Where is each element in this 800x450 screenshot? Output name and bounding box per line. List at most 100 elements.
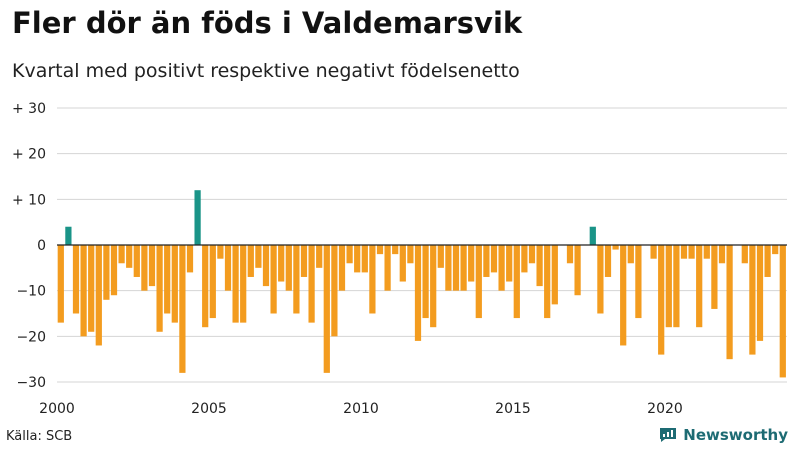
y-tick-label: + 20 xyxy=(12,147,46,163)
bar-negative xyxy=(741,245,748,264)
chart-title: Fler dör än föds i Valdemarsvik xyxy=(12,6,523,40)
bar-negative xyxy=(460,245,467,291)
bar-negative xyxy=(468,245,475,282)
bar-positive xyxy=(65,226,72,245)
bar-negative xyxy=(148,245,156,287)
bar-negative xyxy=(354,245,361,273)
bar-negative xyxy=(612,245,619,250)
bar-negative xyxy=(156,245,163,332)
bar-negative xyxy=(126,245,133,268)
bar-negative xyxy=(224,245,232,291)
y-tick-label: + 30 xyxy=(12,101,46,117)
bar-negative xyxy=(316,245,323,268)
bar-negative xyxy=(118,245,125,264)
bar-negative xyxy=(635,245,642,319)
brand-logo: Newsworthy xyxy=(659,426,788,444)
bar-negative xyxy=(711,245,718,309)
bar-negative xyxy=(779,245,786,378)
bar-negative xyxy=(658,245,665,355)
bar-negative xyxy=(726,245,733,360)
bar-positive xyxy=(194,190,201,245)
bar-negative xyxy=(506,245,513,282)
bar-negative xyxy=(376,245,384,255)
bar-negative xyxy=(392,245,399,255)
bar-negative xyxy=(430,245,437,328)
x-tick-label: 2010 xyxy=(343,401,379,417)
bar-negative xyxy=(574,245,581,296)
bar-negative xyxy=(703,245,710,259)
bar-negative xyxy=(171,245,178,323)
bar-negative xyxy=(445,245,452,291)
bar-negative xyxy=(209,245,216,319)
bar-negative xyxy=(232,245,239,323)
bar-negative xyxy=(756,245,764,341)
x-tick-label: 2015 xyxy=(495,401,531,417)
bar-negative xyxy=(650,245,657,259)
chart-subtitle: Kvartal med positivt respektive negativt… xyxy=(12,60,520,82)
bar-negative xyxy=(749,245,756,355)
bar-negative xyxy=(57,245,64,323)
bar-negative xyxy=(361,245,368,273)
bar-negative xyxy=(597,245,604,314)
bar-negative xyxy=(498,245,505,291)
bar-negative xyxy=(255,245,262,268)
bar-negative xyxy=(680,245,688,259)
bar-negative xyxy=(688,245,695,259)
source-note: Källa: SCB xyxy=(6,429,73,444)
bar-negative xyxy=(217,245,224,259)
newsworthy-logo-icon xyxy=(660,428,677,442)
bar-negative xyxy=(437,245,444,268)
bar-negative xyxy=(513,245,520,319)
bar-negative xyxy=(544,245,551,319)
bar-negative xyxy=(88,245,95,332)
bar-negative xyxy=(186,245,194,273)
bar-negative xyxy=(80,245,87,337)
bar-negative xyxy=(490,245,498,273)
bar-negative xyxy=(72,245,80,314)
bar-negative xyxy=(764,245,771,277)
bar-negative xyxy=(414,245,422,341)
x-tick-label: 2000 xyxy=(39,401,75,417)
y-tick-label: −10 xyxy=(16,284,46,300)
bar-negative xyxy=(521,245,528,273)
x-axis-ticks: 2000 2005 2010 2015 2020 xyxy=(39,401,683,417)
bar-negative xyxy=(300,245,308,277)
bar-negative xyxy=(422,245,429,319)
bar-negative xyxy=(673,245,680,328)
brand-name: Newsworthy xyxy=(683,426,788,444)
bar-negative xyxy=(407,245,414,264)
bar-negative xyxy=(384,245,391,291)
bar-negative xyxy=(566,245,574,264)
bar-negative xyxy=(528,245,536,264)
bar-negative xyxy=(399,245,406,282)
bar-negative xyxy=(110,245,118,296)
bar-negative xyxy=(346,245,353,264)
bar-positive xyxy=(589,226,596,245)
bar-negative xyxy=(202,245,209,328)
bar-negative xyxy=(369,245,376,314)
bar-negative xyxy=(551,245,558,305)
bar-negative xyxy=(323,245,330,373)
bar-negative xyxy=(696,245,703,328)
grid-lines xyxy=(57,107,787,383)
bar-negative xyxy=(620,245,627,346)
bar-negative xyxy=(536,245,543,287)
y-tick-label: −30 xyxy=(16,375,46,391)
bar-negative xyxy=(475,245,482,319)
bar-negative xyxy=(718,245,726,264)
bar-negative xyxy=(247,245,254,277)
y-axis-ticks: + 30 + 20 + 10 0 −10 −20 −30 xyxy=(12,101,46,391)
bar-negative xyxy=(604,245,612,277)
bar-negative xyxy=(293,245,300,314)
bar-negative xyxy=(103,245,110,300)
bar-negative xyxy=(308,245,315,323)
bar-negative xyxy=(331,245,338,337)
bar-negative xyxy=(133,245,140,277)
bar-negative xyxy=(452,245,460,291)
bar-negative xyxy=(338,245,346,291)
bar-negative xyxy=(179,245,186,373)
bar-negative xyxy=(772,245,779,255)
bar-series xyxy=(57,190,786,378)
y-tick-label: −20 xyxy=(16,329,46,345)
